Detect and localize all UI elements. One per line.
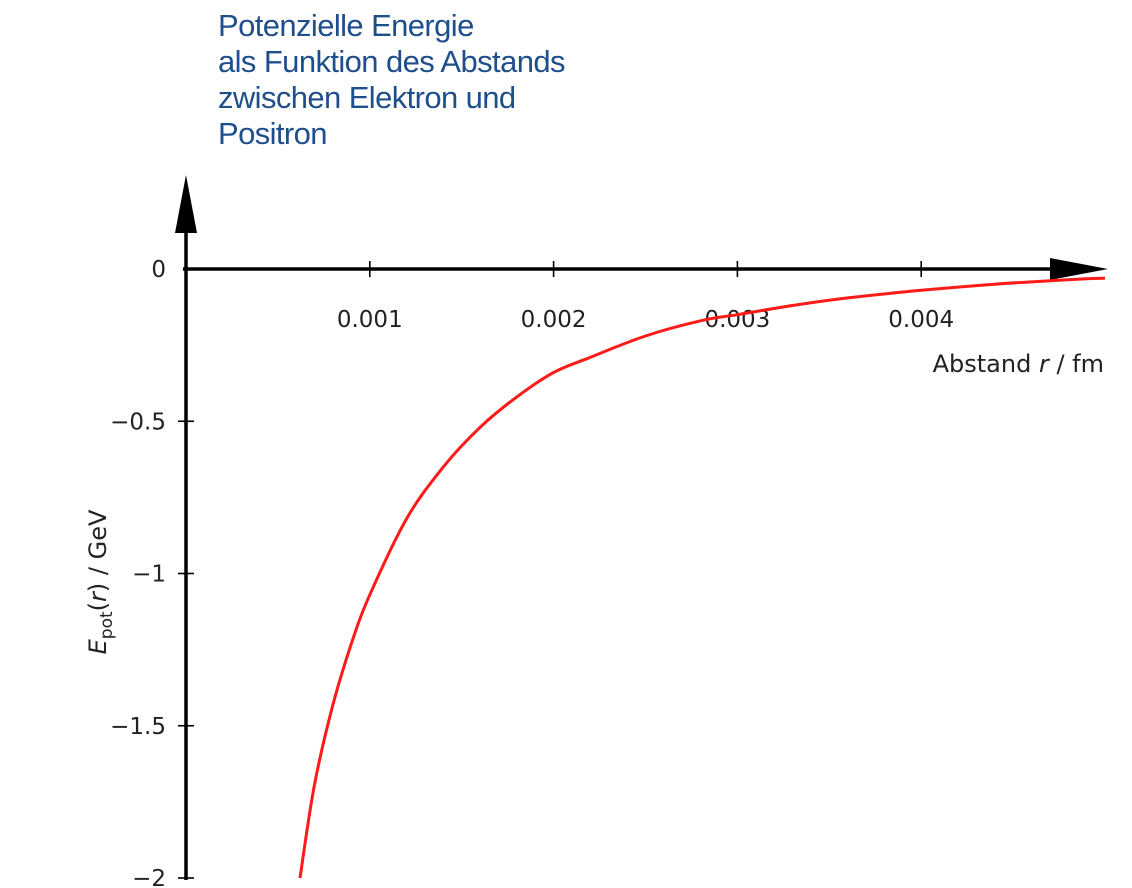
- title-line: als Funktion des Abstands: [218, 44, 565, 79]
- chart-title: Potenzielle Energie als Funktion des Abs…: [218, 8, 565, 152]
- x-tick-label: 0.004: [888, 307, 954, 333]
- x-tick-label: 0.002: [521, 307, 587, 333]
- y-axis-label-subscript: pot: [97, 611, 117, 639]
- y-axis-label: Epot(r) / GeV: [84, 509, 117, 654]
- y-axis-arrowhead: [175, 175, 197, 233]
- x-axis-label: Abstand r / fm: [933, 350, 1104, 378]
- x-tick-label: 0.001: [337, 307, 403, 333]
- y-tick-label: −0.5: [110, 409, 166, 435]
- y-axis-label-variable: r: [84, 590, 112, 602]
- x-axis-label-unit: / fm: [1049, 350, 1104, 378]
- series-group: [298, 276, 1106, 879]
- x-axis-arrowhead: [1050, 258, 1108, 280]
- y-tick-label: −1: [132, 562, 166, 588]
- y-tick-label: −2: [132, 866, 166, 888]
- x-axis-label-variable: r: [1039, 350, 1051, 378]
- x-ticks: 0.001 0.002 0.003 0.004: [337, 261, 954, 333]
- axes: [175, 175, 1108, 880]
- y-axis-label-close-paren: ): [84, 583, 112, 592]
- title-line: Potenzielle Energie: [218, 8, 474, 43]
- title-line: Positron: [218, 116, 328, 151]
- y-axis-label-symbol: E: [84, 638, 112, 654]
- y-tick-label: −1.5: [110, 714, 166, 740]
- x-axis-label-prefix: Abstand: [933, 350, 1039, 378]
- y-ticks: 0 −0.5 −1 −1.5 −2: [110, 257, 194, 888]
- title-line: zwischen Elektron und: [218, 80, 516, 115]
- y-axis-label-unit: / GeV: [84, 509, 112, 583]
- energy-curve: [298, 276, 1106, 879]
- y-tick-label: 0: [151, 257, 166, 283]
- y-axis-label-open-paren: (: [84, 602, 112, 611]
